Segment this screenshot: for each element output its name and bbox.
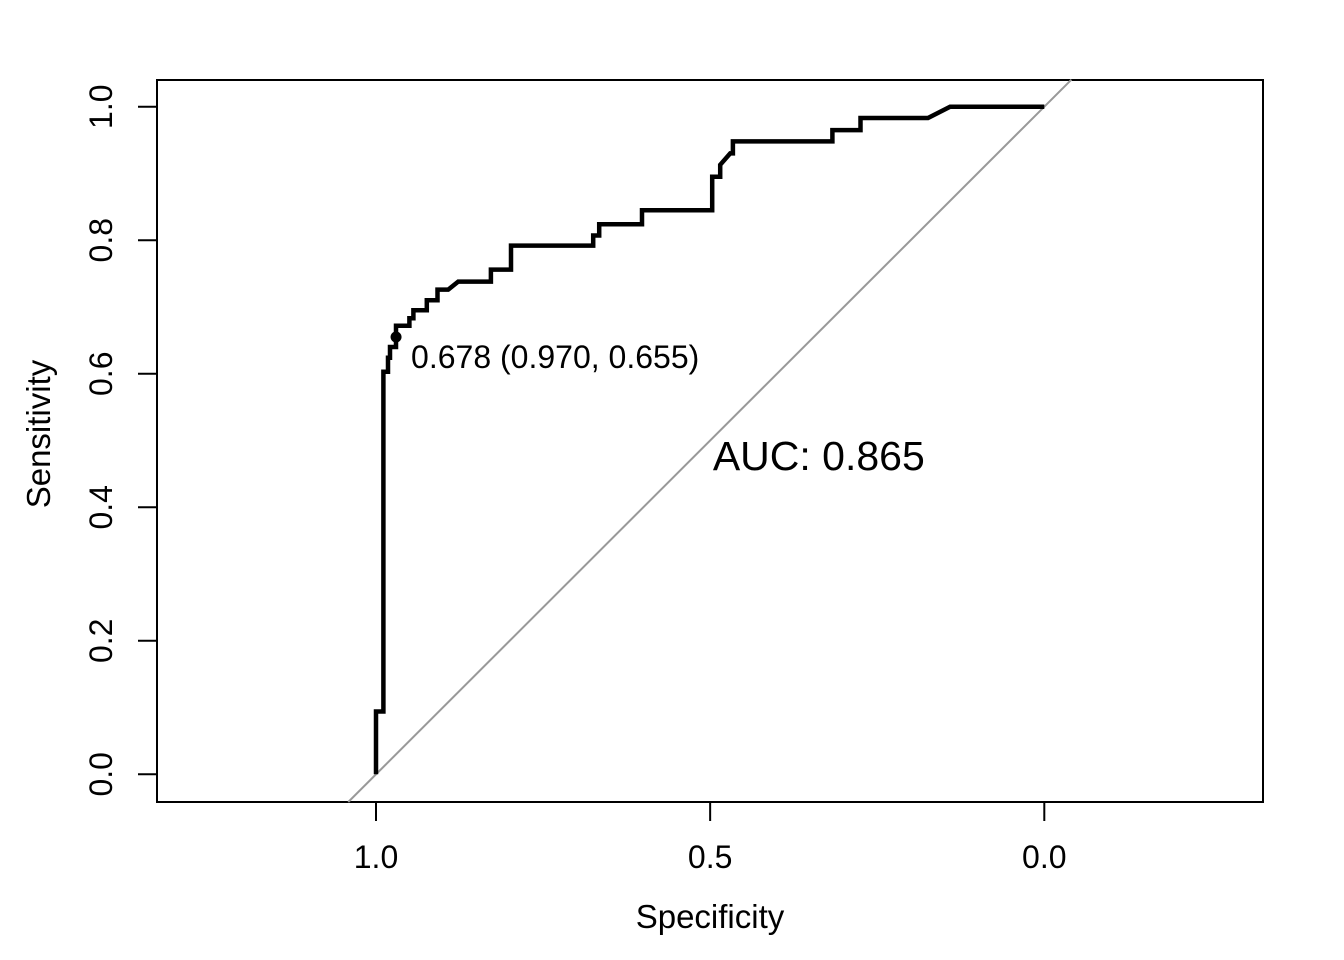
y-axis-ticks: 0.0 0.2 0.4 0.6 0.8 1.0: [83, 84, 157, 797]
roc-curve: [373, 104, 1045, 775]
y-tick-label: 0.6: [83, 351, 119, 395]
y-axis-title: Sensitivity: [20, 359, 57, 508]
chance-diagonal-line: [347, 78, 1073, 803]
x-axis-ticks: 1.0 0.5 0.0: [354, 802, 1067, 875]
x-axis-title: Specificity: [636, 898, 785, 935]
x-tick-label: 1.0: [354, 839, 398, 875]
threshold-annotation: 0.678 (0.970, 0.655): [411, 339, 699, 375]
threshold-point-marker: [390, 331, 402, 343]
x-tick-label: 0.5: [688, 839, 732, 875]
y-tick-label: 0.8: [83, 218, 119, 262]
y-tick-label: 0.2: [83, 619, 119, 663]
y-tick-label: 1.0: [83, 84, 119, 128]
x-tick-label: 0.0: [1022, 839, 1066, 875]
y-tick-label: 0.0: [83, 752, 119, 796]
auc-annotation: AUC: 0.865: [713, 433, 925, 479]
y-tick-label: 0.4: [83, 485, 119, 529]
